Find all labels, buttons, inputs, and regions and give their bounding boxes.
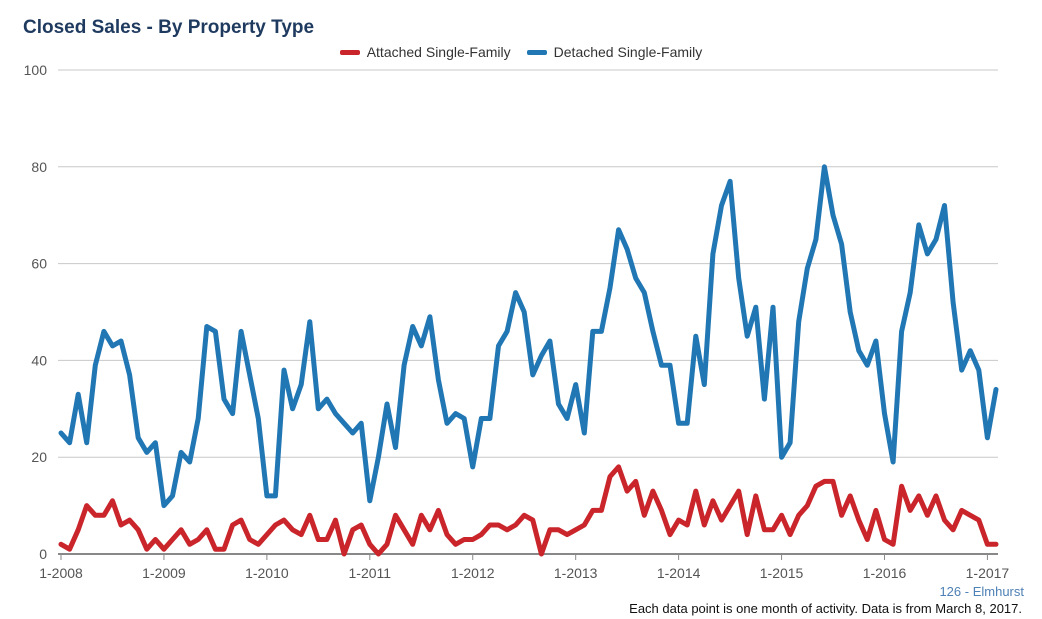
x-tick-label: 1-2017 [966,565,1010,581]
y-tick-label: 80 [31,159,47,175]
legend-item-detached[interactable]: Detached Single-Family [526,44,703,60]
y-tick-label: 0 [39,546,47,562]
x-tick-label: 1-2013 [554,565,598,581]
x-tick-label: 1-2011 [349,565,392,581]
x-tick-label: 1-2008 [39,565,83,581]
legend: Attached Single-Family Detached Single-F… [0,44,1042,60]
y-tick-label: 100 [24,62,48,78]
y-tick-label: 20 [31,449,47,465]
x-tick-label: 1-2015 [760,565,804,581]
x-tick-label: 1-2012 [451,565,495,581]
legend-swatch-attached [339,49,360,55]
legend-swatch-detached [526,49,547,55]
x-tick-label: 1-2010 [245,565,289,581]
series-line-detached [58,164,999,509]
chart-caption: Each data point is one month of activity… [629,601,1022,616]
y-tick-label: 60 [31,256,47,272]
x-tick-label: 1-2016 [863,565,907,581]
series-line-attached [58,464,999,557]
chart-subtitle: 126 - Elmhurst [939,584,1024,599]
legend-label-attached: Attached Single-Family [366,44,511,60]
chart-title: Closed Sales - By Property Type [23,17,315,38]
legend-item-attached[interactable]: Attached Single-Family [339,44,511,60]
x-tick-label: 1-2009 [142,565,186,581]
legend-label-detached: Detached Single-Family [553,44,703,60]
y-tick-label: 40 [31,352,47,368]
x-tick-label: 1-2014 [657,565,701,581]
